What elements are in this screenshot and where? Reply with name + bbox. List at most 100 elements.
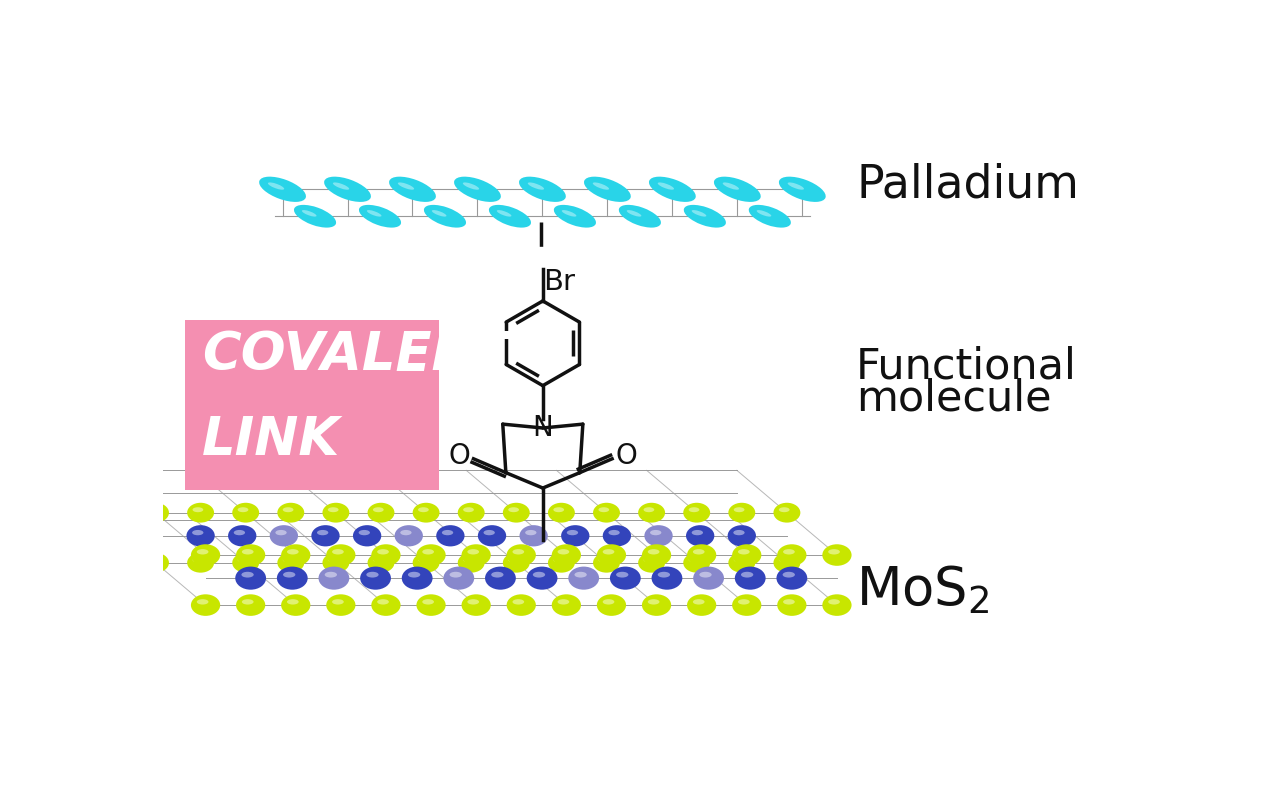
Ellipse shape	[372, 507, 384, 512]
Ellipse shape	[378, 599, 389, 605]
Ellipse shape	[599, 507, 609, 512]
Ellipse shape	[822, 594, 851, 616]
Ellipse shape	[394, 525, 422, 546]
Ellipse shape	[822, 544, 851, 566]
Ellipse shape	[568, 566, 599, 590]
Ellipse shape	[735, 566, 765, 590]
Ellipse shape	[567, 530, 579, 535]
Ellipse shape	[398, 183, 415, 190]
Ellipse shape	[532, 572, 545, 578]
Ellipse shape	[593, 183, 609, 190]
Ellipse shape	[627, 210, 641, 216]
Ellipse shape	[689, 557, 699, 562]
Ellipse shape	[561, 525, 590, 546]
Ellipse shape	[733, 557, 745, 562]
Ellipse shape	[458, 553, 485, 573]
Ellipse shape	[782, 572, 795, 578]
Ellipse shape	[641, 544, 671, 566]
Ellipse shape	[512, 599, 525, 605]
Ellipse shape	[777, 594, 806, 616]
Ellipse shape	[402, 566, 433, 590]
Ellipse shape	[548, 503, 575, 522]
Ellipse shape	[371, 544, 401, 566]
Ellipse shape	[507, 594, 536, 616]
Ellipse shape	[454, 177, 500, 202]
Ellipse shape	[328, 557, 339, 562]
Ellipse shape	[419, 507, 429, 512]
Ellipse shape	[283, 557, 293, 562]
Ellipse shape	[463, 507, 474, 512]
Ellipse shape	[484, 530, 495, 535]
Ellipse shape	[699, 572, 712, 578]
Ellipse shape	[142, 553, 169, 573]
Text: Palladium: Palladium	[856, 163, 1079, 208]
Ellipse shape	[275, 530, 287, 535]
Ellipse shape	[603, 599, 614, 605]
Ellipse shape	[593, 503, 620, 522]
Ellipse shape	[408, 572, 420, 578]
Ellipse shape	[238, 507, 248, 512]
Ellipse shape	[323, 503, 349, 522]
Ellipse shape	[462, 594, 490, 616]
Ellipse shape	[599, 557, 609, 562]
Ellipse shape	[562, 210, 576, 216]
Ellipse shape	[325, 572, 337, 578]
Ellipse shape	[575, 572, 586, 578]
Ellipse shape	[552, 544, 581, 566]
Ellipse shape	[608, 530, 620, 535]
Ellipse shape	[828, 549, 840, 554]
Ellipse shape	[714, 177, 760, 202]
Ellipse shape	[783, 549, 795, 554]
Text: molecule: molecule	[856, 378, 1052, 420]
Ellipse shape	[323, 553, 349, 573]
Ellipse shape	[326, 544, 356, 566]
Ellipse shape	[242, 599, 253, 605]
Ellipse shape	[147, 557, 159, 562]
Ellipse shape	[548, 553, 575, 573]
Ellipse shape	[783, 599, 795, 605]
Ellipse shape	[326, 594, 356, 616]
Ellipse shape	[287, 549, 298, 554]
Ellipse shape	[749, 205, 791, 227]
Ellipse shape	[358, 530, 370, 535]
Ellipse shape	[727, 525, 756, 546]
Ellipse shape	[552, 594, 581, 616]
Ellipse shape	[554, 205, 596, 227]
Ellipse shape	[828, 599, 840, 605]
Ellipse shape	[324, 177, 371, 202]
Text: COVALENT: COVALENT	[202, 329, 511, 380]
Ellipse shape	[723, 183, 739, 190]
Ellipse shape	[463, 557, 474, 562]
Ellipse shape	[389, 177, 436, 202]
Ellipse shape	[328, 507, 339, 512]
Ellipse shape	[644, 507, 654, 512]
Ellipse shape	[558, 599, 570, 605]
Ellipse shape	[416, 594, 445, 616]
Ellipse shape	[652, 566, 682, 590]
Ellipse shape	[648, 599, 659, 605]
Ellipse shape	[733, 530, 745, 535]
Ellipse shape	[741, 572, 754, 578]
Ellipse shape	[371, 594, 401, 616]
Ellipse shape	[596, 594, 626, 616]
Text: LINK: LINK	[202, 413, 340, 465]
Ellipse shape	[593, 553, 620, 573]
Ellipse shape	[412, 503, 439, 522]
Ellipse shape	[242, 549, 253, 554]
Ellipse shape	[412, 553, 439, 573]
Ellipse shape	[520, 525, 548, 546]
Ellipse shape	[419, 557, 429, 562]
Ellipse shape	[773, 553, 800, 573]
Ellipse shape	[270, 525, 298, 546]
Ellipse shape	[462, 544, 490, 566]
Ellipse shape	[732, 594, 762, 616]
Ellipse shape	[431, 210, 447, 216]
Ellipse shape	[512, 549, 525, 554]
Ellipse shape	[449, 572, 462, 578]
Ellipse shape	[691, 530, 703, 535]
Ellipse shape	[238, 557, 248, 562]
Ellipse shape	[485, 566, 516, 590]
Ellipse shape	[197, 549, 209, 554]
Ellipse shape	[332, 549, 344, 554]
Ellipse shape	[283, 572, 296, 578]
